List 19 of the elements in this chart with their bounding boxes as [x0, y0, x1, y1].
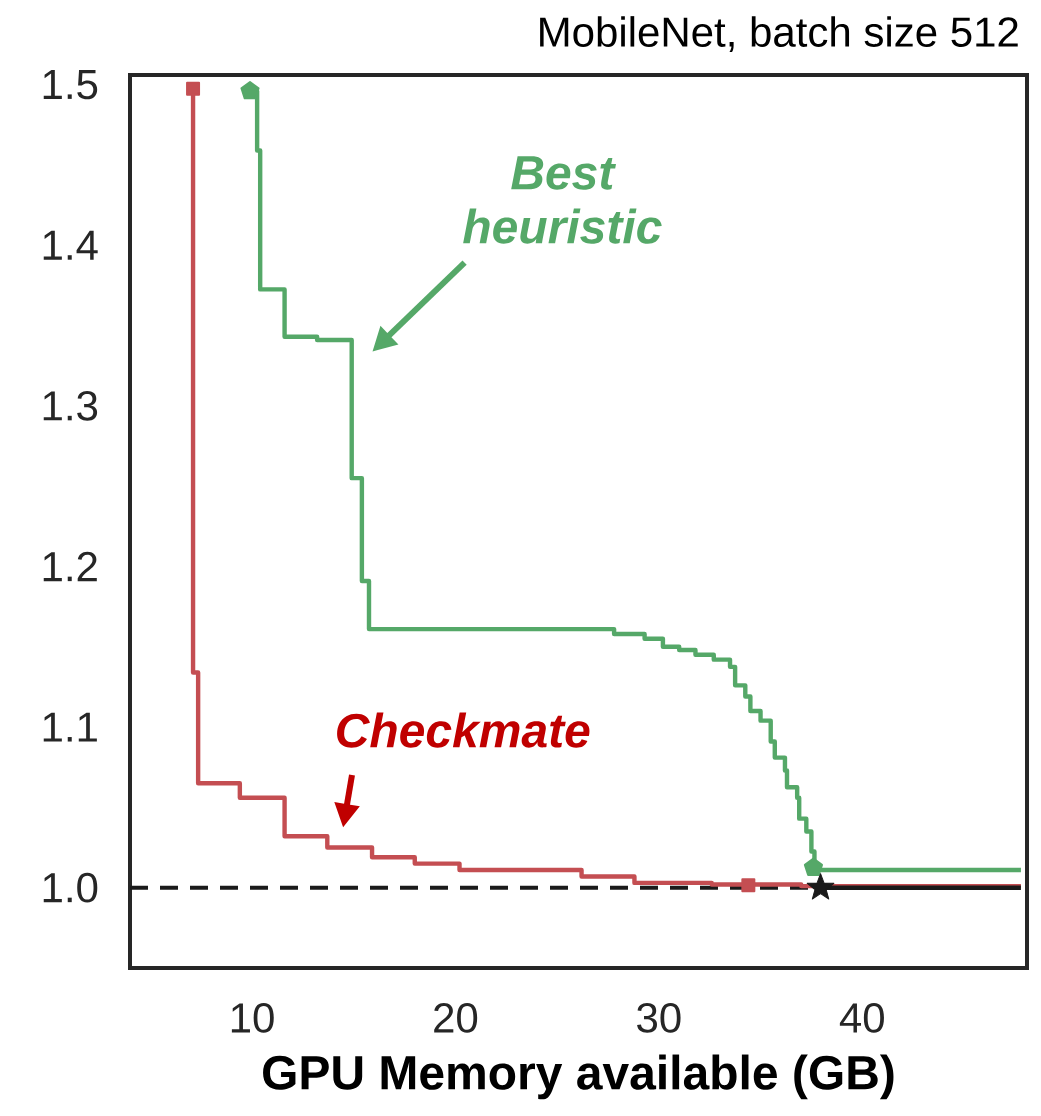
point [806, 873, 835, 900]
point [741, 878, 756, 893]
chart-title: MobileNet, batch size 512 [540, 16, 1018, 52]
y-tick-label: 1.3 [43, 390, 98, 421]
y-tick-label: 1.2 [43, 551, 97, 582]
annotation: Best heuristic [463, 156, 662, 244]
point [240, 81, 260, 100]
x-tick-label: 30 [637, 1003, 681, 1033]
x-tick-label: 40 [839, 1003, 884, 1033]
x-axis-title: GPU Memory available (GB) [263, 1054, 894, 1100]
x-tick-label: 10 [231, 1003, 274, 1033]
point [803, 857, 823, 876]
y-tick-label: 1.4 [43, 230, 98, 260]
y-tick-label: 1.1 [43, 712, 97, 742]
point [186, 81, 201, 96]
y-tick-label: 1.5 [43, 69, 98, 100]
x-tick-label: 20 [434, 1003, 478, 1033]
annotation: Checkmate [337, 712, 590, 748]
y-tick-label: 1.0 [43, 872, 98, 903]
